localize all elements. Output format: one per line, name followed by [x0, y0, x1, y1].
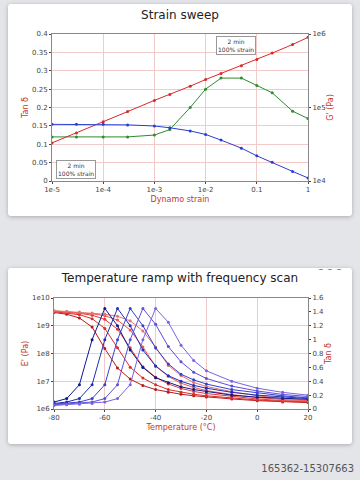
svg-text:0.3: 0.3 — [36, 67, 47, 75]
svg-text:0: 0 — [312, 405, 316, 413]
svg-text:1e6: 1e6 — [312, 30, 326, 38]
svg-text:1e10: 1e10 — [32, 294, 50, 302]
svg-text:0: 0 — [43, 177, 47, 185]
svg-text:2 min100% strain: 2 min100% strain — [58, 162, 94, 177]
svg-text:1.4: 1.4 — [312, 308, 324, 316]
svg-text:0.2: 0.2 — [312, 392, 323, 400]
svg-text:0.15: 0.15 — [32, 122, 48, 130]
html-text:165362-15307663: 165362-15307663 — [261, 463, 354, 474]
svg-text:1e-3: 1e-3 — [147, 186, 163, 194]
svg-text:1e8: 1e8 — [36, 350, 49, 358]
svg-text:0.4: 0.4 — [36, 30, 48, 38]
svg-text:-60: -60 — [99, 414, 110, 422]
svg-text:0.05: 0.05 — [32, 159, 48, 167]
svg-text:0.25: 0.25 — [32, 86, 48, 94]
svg-text:-20: -20 — [201, 414, 212, 422]
svg-text:0.35: 0.35 — [32, 49, 48, 57]
svg-text:1e-4: 1e-4 — [95, 186, 111, 194]
svg-text:Dynamo strain: Dynamo strain — [151, 195, 210, 204]
svg-text:Tan δ: Tan δ — [21, 97, 30, 119]
svg-text:1e7: 1e7 — [36, 378, 49, 386]
svg-text:1e9: 1e9 — [36, 322, 49, 330]
svg-text:0.8: 0.8 — [312, 350, 323, 358]
svg-text:1: 1 — [306, 186, 310, 194]
svg-text:Temperature (°C): Temperature (°C) — [145, 423, 215, 432]
svg-text:1.6: 1.6 — [312, 294, 324, 302]
svg-text:1e-2: 1e-2 — [198, 186, 214, 194]
svg-text:1.2: 1.2 — [312, 322, 323, 330]
svg-text:0.6: 0.6 — [312, 364, 324, 372]
svg-text:2 min100% strain: 2 min100% strain — [218, 38, 254, 53]
svg-text:0: 0 — [255, 414, 259, 422]
svg-text:20: 20 — [304, 414, 313, 422]
svg-text:1e-5: 1e-5 — [44, 186, 60, 194]
svg-text:-80: -80 — [48, 414, 59, 422]
svg-text:0.2: 0.2 — [36, 104, 47, 112]
svg-text:1: 1 — [312, 336, 316, 344]
svg-text:1e4: 1e4 — [312, 177, 326, 185]
svg-text:G' (Pa): G' (Pa) — [326, 94, 335, 121]
svg-text:1e6: 1e6 — [36, 405, 50, 413]
svg-text:E' (Pa): E' (Pa) — [21, 341, 30, 366]
svg-text:0.4: 0.4 — [312, 378, 324, 386]
svg-text:-40: -40 — [150, 414, 161, 422]
svg-text:1e5: 1e5 — [312, 104, 325, 112]
svg-text:0.1: 0.1 — [251, 186, 262, 194]
svg-text:0.1: 0.1 — [36, 141, 47, 149]
svg-text:Strain sweep: Strain sweep — [141, 8, 219, 22]
svg-text:Tan δ: Tan δ — [324, 343, 333, 365]
svg-text:Temperature ramp with frequenc: Temperature ramp with frequency scan — [61, 271, 298, 285]
